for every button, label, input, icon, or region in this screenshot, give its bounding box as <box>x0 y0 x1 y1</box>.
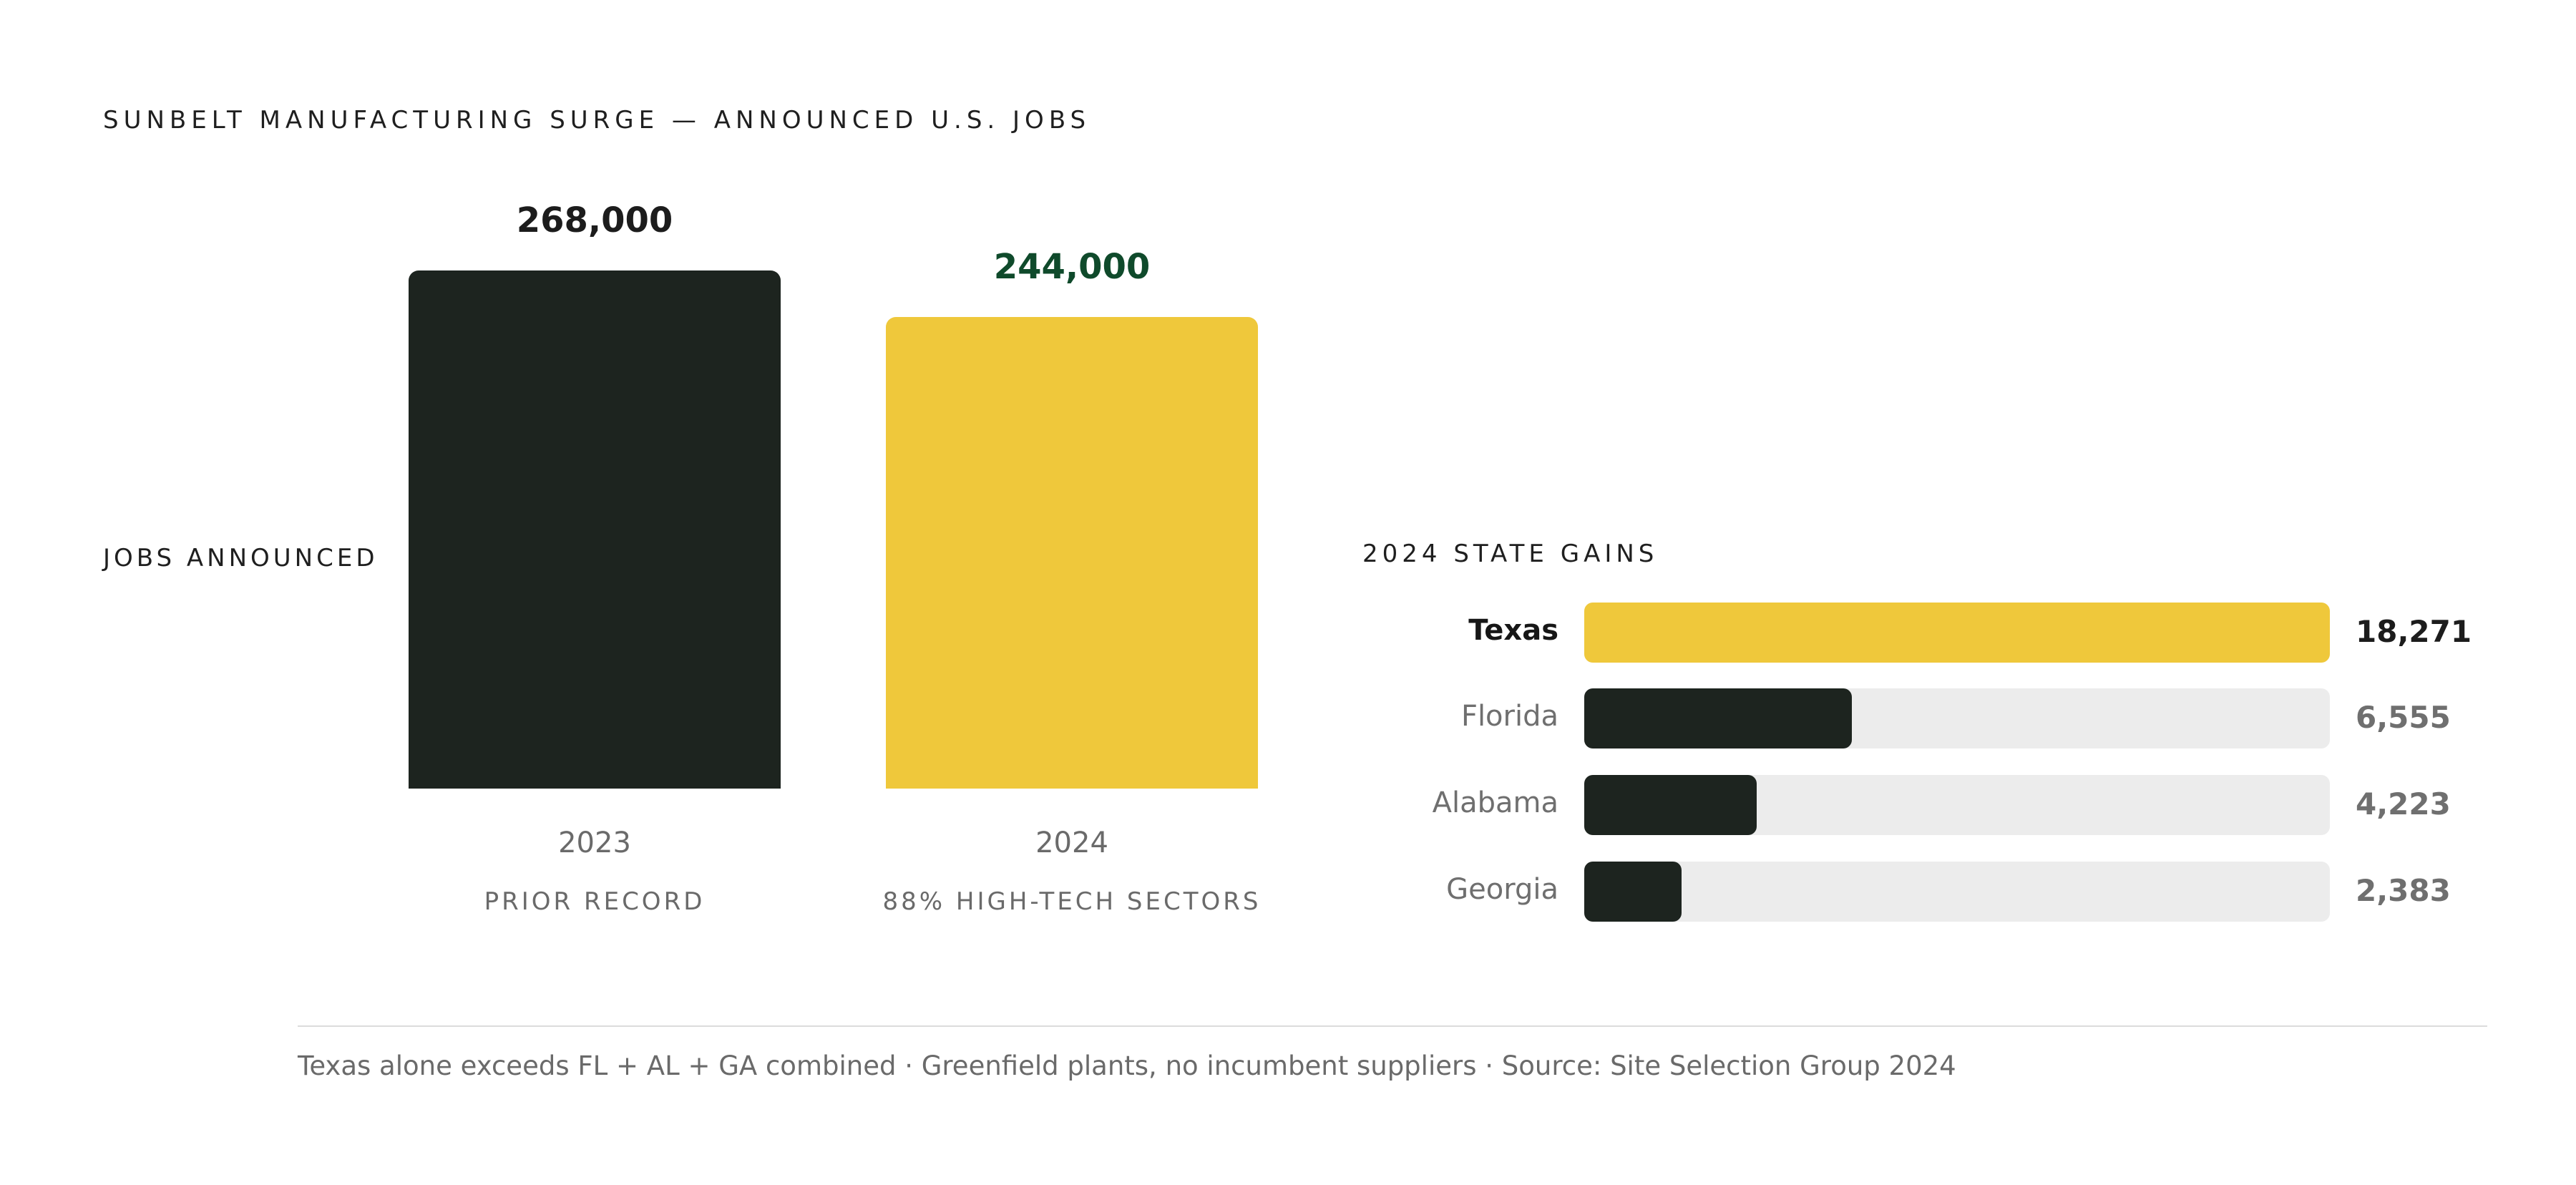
state-bar-track <box>1584 862 2330 922</box>
state-gains-title: 2024 STATE GAINS <box>1362 540 1659 568</box>
state-bar-florida <box>1584 688 1852 748</box>
state-row-texas: Texas 18,271 <box>1360 603 2476 663</box>
state-row-alabama: Alabama 4,223 <box>1360 775 2476 835</box>
state-bar-track <box>1584 688 2330 748</box>
category-tick-label: 2023 <box>558 826 631 859</box>
bar-value-label: 244,000 <box>993 247 1151 287</box>
bar-2023 <box>409 270 781 789</box>
state-value-label: 4,223 <box>2356 786 2451 821</box>
state-row-florida: Florida 6,555 <box>1360 688 2476 748</box>
state-row-georgia: Georgia 2,383 <box>1360 862 2476 922</box>
bar-2024 <box>886 317 1258 789</box>
state-value-label: 2,383 <box>2356 873 2451 908</box>
bar-value-label: 268,000 <box>516 200 673 240</box>
state-value-label: 6,555 <box>2356 700 2451 735</box>
footnote: Texas alone exceeds FL + AL + GA combine… <box>298 1050 1956 1081</box>
state-bar-track <box>1584 775 2330 835</box>
chart-title: SUNBELT MANUFACTURING SURGE — ANNOUNCED … <box>103 106 1091 135</box>
y-axis-label: JOBS ANNOUNCED <box>103 544 379 572</box>
state-name-label: Texas <box>1468 614 1558 647</box>
footer-divider <box>298 1025 2487 1027</box>
state-name-label: Georgia <box>1446 873 1558 906</box>
category-tick-label: 2024 <box>1035 826 1108 859</box>
state-value-label: 18,271 <box>2356 614 2472 649</box>
category-note: 88% HIGH-TECH SECTORS <box>882 887 1262 916</box>
state-bar-alabama <box>1584 775 1757 835</box>
state-bar-track <box>1584 603 2330 663</box>
state-bar-georgia <box>1584 862 1682 922</box>
state-bar-texas <box>1584 603 2330 663</box>
state-name-label: Florida <box>1460 700 1558 733</box>
category-note: PRIOR RECORD <box>484 887 706 916</box>
state-name-label: Alabama <box>1432 786 1558 819</box>
